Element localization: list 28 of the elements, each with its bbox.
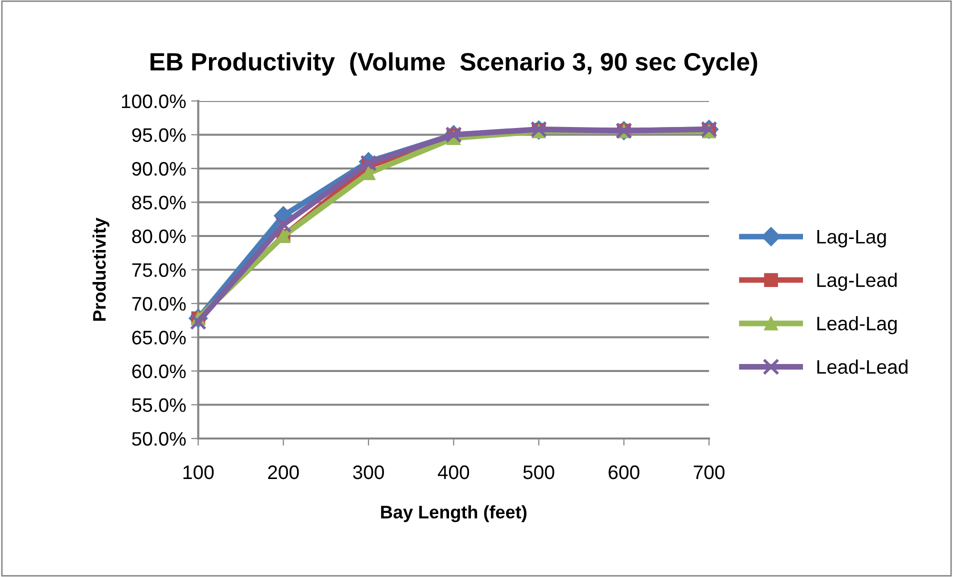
y-axis-title: Productivity xyxy=(92,218,110,321)
x-tick-label: 200 xyxy=(268,465,299,480)
x-tick-label: 400 xyxy=(438,465,470,480)
point xyxy=(362,166,376,180)
y-tick-label: 50.0% xyxy=(132,432,186,446)
y-tick-label: 90.0% xyxy=(132,162,186,176)
chart-title: EB Productivity (Volume Scenario 3, 90 sec Cycle) xyxy=(150,52,758,76)
point xyxy=(190,313,207,330)
legend-label: Lead-Lag xyxy=(817,316,897,334)
y-tick-label: 80.0% xyxy=(132,229,186,244)
y-tick-label: 95.0% xyxy=(132,128,186,142)
y-tick-label: 100.0% xyxy=(122,94,186,108)
x-tick-label: 100 xyxy=(183,465,214,480)
y-tick-label: 65.0% xyxy=(132,330,186,344)
x-tick-label: 700 xyxy=(694,465,724,480)
y-tick-label: 55.0% xyxy=(132,398,186,412)
y-tick-label: 70.0% xyxy=(132,296,186,311)
x-axis-title: Bay Length (feet) xyxy=(381,505,526,522)
y-tick-label: 75.0% xyxy=(132,263,186,277)
y-tick-label: 85.0% xyxy=(132,196,186,210)
point xyxy=(275,216,292,233)
legend-label: Lag-Lead xyxy=(817,272,897,291)
x-tick-label: 600 xyxy=(608,465,640,480)
x-tick-label: 500 xyxy=(523,465,554,480)
legend-label: Lag-Lag xyxy=(817,230,886,248)
legend-label: Lead-Lead xyxy=(817,360,908,374)
y-tick-label: 60.0% xyxy=(132,364,186,378)
x-tick-label: 300 xyxy=(353,465,384,480)
